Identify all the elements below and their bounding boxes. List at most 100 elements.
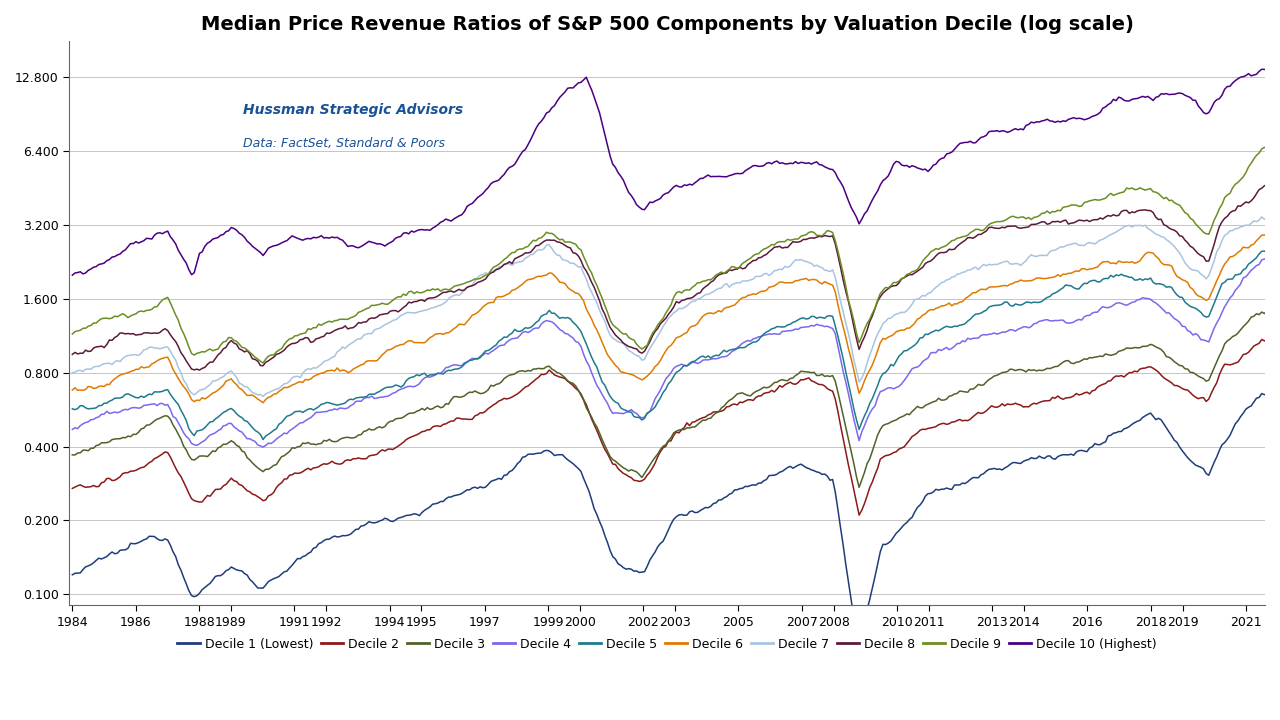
Line: Decile 4: Decile 4 — [73, 259, 1277, 447]
Decile 2 — [1270, 335, 1280, 343]
Decile 2 — [1146, 364, 1161, 372]
Decile 6 — [680, 328, 695, 337]
Decile 1 (Lowest) — [594, 523, 609, 531]
Decile 3 — [677, 426, 692, 434]
Decile 4 — [65, 425, 81, 433]
Title: Median Price Revenue Ratios of S&P 500 Components by Valuation Decile (log scale: Median Price Revenue Ratios of S&P 500 C… — [201, 15, 1134, 34]
Decile 1 (Lowest) — [698, 503, 713, 512]
Decile 5 — [680, 361, 695, 370]
Decile 10 (Highest) — [65, 271, 81, 279]
Decile 10 (Highest) — [655, 191, 671, 199]
Decile 5 — [1146, 278, 1161, 287]
Decile 8 — [680, 294, 695, 303]
Decile 7 — [256, 392, 271, 401]
Decile 1 (Lowest) — [1146, 412, 1161, 420]
Line: Decile 9: Decile 9 — [73, 146, 1277, 363]
Decile 7 — [1254, 212, 1270, 221]
Decile 10 (Highest) — [698, 172, 713, 181]
Decile 10 (Highest) — [1270, 63, 1280, 72]
Decile 10 (Highest) — [594, 119, 609, 127]
Decile 9 — [700, 275, 716, 284]
Line: Decile 8: Decile 8 — [73, 184, 1277, 370]
Decile 8 — [658, 314, 673, 323]
Decile 7 — [1146, 228, 1161, 236]
Decile 4 — [1270, 261, 1280, 269]
Decile 8 — [1084, 216, 1100, 225]
Decile 9 — [256, 359, 271, 367]
Line: Decile 10 (Highest): Decile 10 (Highest) — [73, 68, 1277, 275]
Decile 1 (Lowest) — [677, 511, 692, 520]
Decile 9 — [658, 309, 673, 318]
Decile 8 — [192, 366, 207, 374]
Decile 1 (Lowest) — [65, 570, 81, 579]
Decile 4 — [1146, 297, 1161, 306]
Decile 5 — [1084, 276, 1100, 285]
Decile 6 — [598, 344, 613, 353]
Decile 6 — [700, 309, 716, 318]
Decile 4 — [658, 374, 673, 383]
Decile 5 — [658, 385, 673, 394]
Decile 7 — [598, 317, 613, 325]
Decile 1 (Lowest) — [851, 644, 867, 653]
Decile 2 — [698, 413, 713, 421]
Decile 8 — [1270, 184, 1280, 193]
Decile 8 — [700, 281, 716, 289]
Decile 7 — [65, 369, 81, 377]
Decile 5 — [1270, 249, 1280, 258]
Decile 3 — [594, 436, 609, 444]
Decile 3 — [655, 442, 671, 451]
Decile 8 — [1146, 208, 1161, 217]
Decile 5 — [1257, 247, 1272, 256]
Decile 4 — [598, 395, 613, 403]
Decile 4 — [1257, 255, 1272, 264]
Decile 10 (Highest) — [1082, 114, 1097, 122]
Decile 9 — [65, 330, 81, 338]
Decile 3 — [851, 483, 867, 492]
Line: Decile 2: Decile 2 — [73, 338, 1277, 515]
Line: Decile 5: Decile 5 — [73, 251, 1277, 439]
Decile 3 — [1084, 354, 1100, 362]
Decile 2 — [594, 439, 609, 448]
Decile 5 — [700, 351, 716, 360]
Decile 3 — [698, 416, 713, 425]
Decile 2 — [1267, 334, 1280, 343]
Decile 6 — [1146, 249, 1161, 258]
Decile 7 — [1084, 239, 1100, 248]
Decile 5 — [65, 405, 81, 413]
Decile 10 (Highest) — [677, 181, 692, 189]
Decile 1 (Lowest) — [1270, 390, 1280, 399]
Decile 7 — [658, 318, 673, 327]
Decile 3 — [65, 451, 81, 459]
Decile 1 (Lowest) — [1084, 443, 1100, 451]
Decile 4 — [680, 361, 695, 370]
Decile 10 (Highest) — [1143, 94, 1158, 103]
Decile 6 — [1270, 231, 1280, 240]
Decile 9 — [598, 301, 613, 310]
Decile 1 (Lowest) — [655, 537, 671, 546]
Decile 6 — [256, 398, 271, 407]
Decile 3 — [1270, 302, 1280, 310]
Decile 6 — [658, 347, 673, 356]
Decile 6 — [1265, 229, 1280, 238]
Decile 6 — [65, 386, 81, 395]
Decile 8 — [598, 310, 613, 318]
Line: Decile 7: Decile 7 — [73, 217, 1277, 397]
Decile 6 — [1084, 264, 1100, 273]
Decile 7 — [680, 302, 695, 310]
Decile 7 — [700, 290, 716, 299]
Decile 9 — [1267, 142, 1280, 150]
Decile 2 — [65, 484, 81, 492]
Text: Data: FactSet, Standard & Poors: Data: FactSet, Standard & Poors — [242, 137, 444, 150]
Decile 2 — [851, 510, 867, 519]
Decile 8 — [1265, 180, 1280, 189]
Decile 7 — [1270, 217, 1280, 226]
Decile 4 — [1084, 309, 1100, 318]
Line: Decile 3: Decile 3 — [73, 306, 1277, 487]
Line: Decile 6: Decile 6 — [73, 233, 1277, 402]
Decile 8 — [65, 350, 81, 359]
Decile 4 — [256, 443, 271, 451]
Legend: Decile 1 (Lowest), Decile 2, Decile 3, Decile 4, Decile 5, Decile 6, Decile 7, D: Decile 1 (Lowest), Decile 2, Decile 3, D… — [172, 633, 1162, 656]
Line: Decile 1 (Lowest): Decile 1 (Lowest) — [73, 394, 1277, 649]
Decile 2 — [677, 423, 692, 432]
Decile 2 — [655, 444, 671, 452]
